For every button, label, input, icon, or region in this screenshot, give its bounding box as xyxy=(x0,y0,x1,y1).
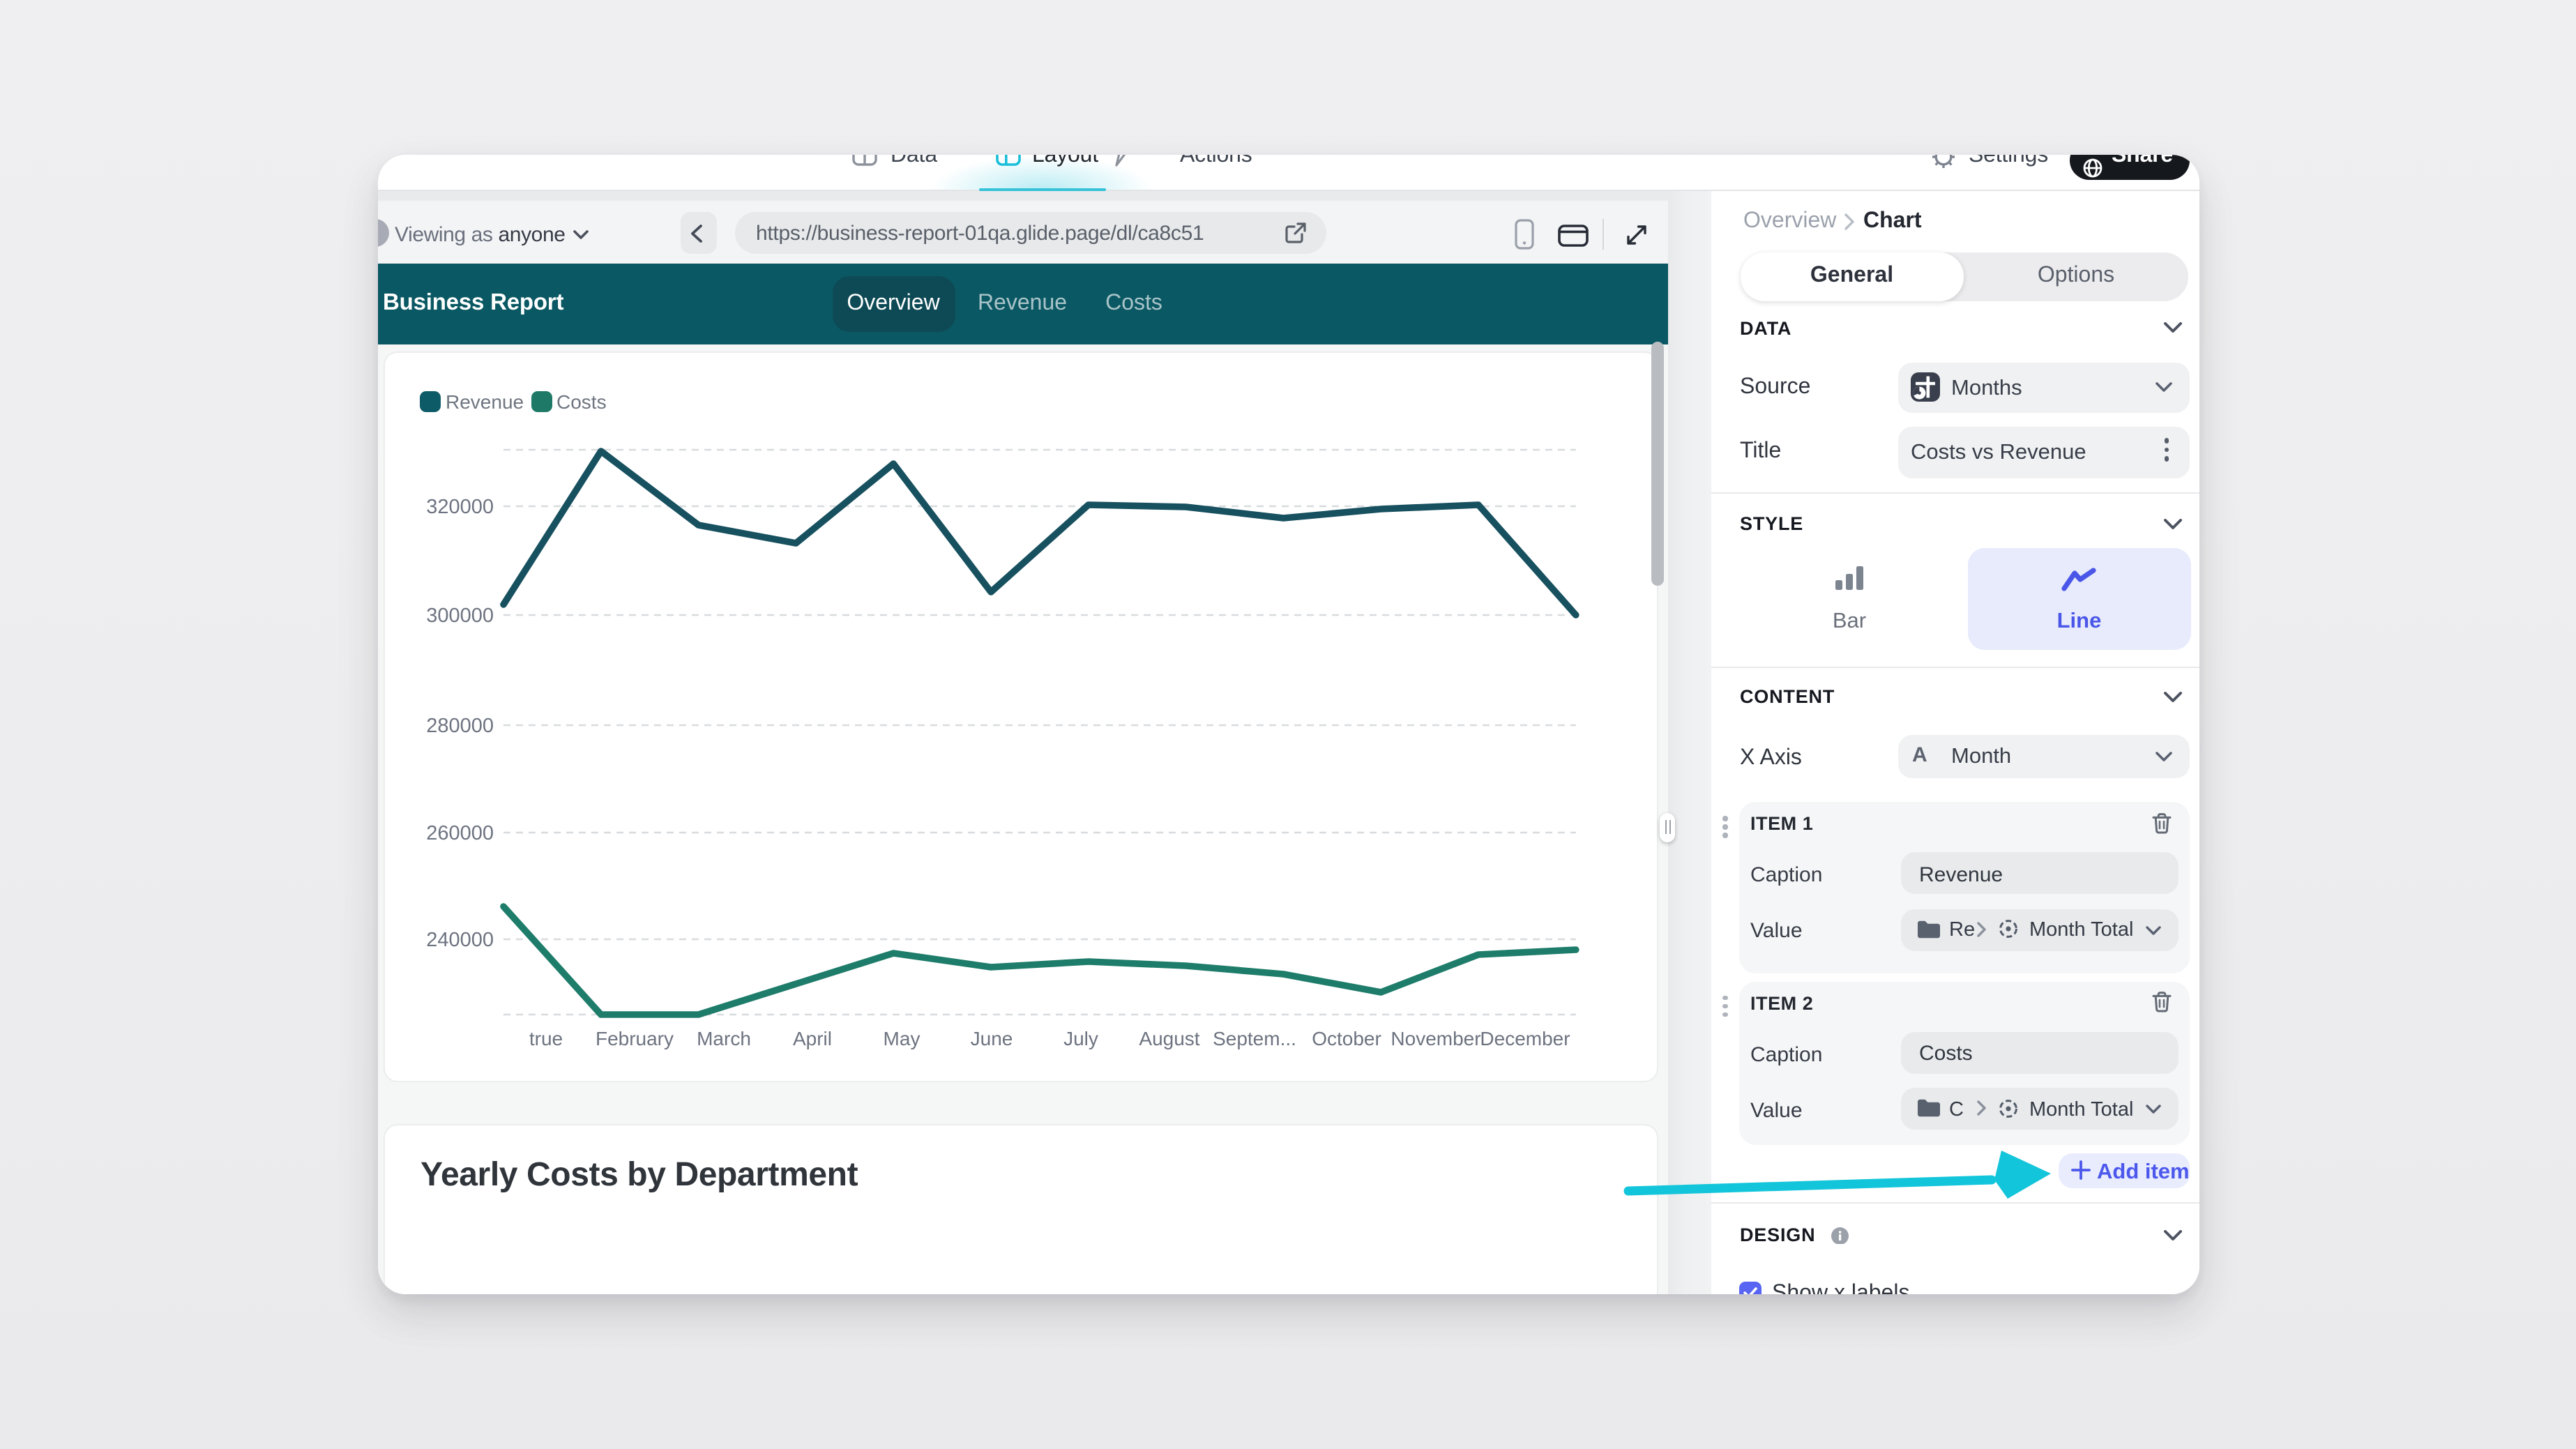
svg-text:December: December xyxy=(1479,1028,1569,1049)
svg-text:May: May xyxy=(883,1028,920,1049)
svg-text:June: June xyxy=(970,1028,1013,1049)
svg-text:280000: 280000 xyxy=(425,715,493,737)
svg-text:October: October xyxy=(1311,1028,1381,1049)
svg-text:320000: 320000 xyxy=(425,496,493,518)
svg-text:Costs: Costs xyxy=(556,391,606,413)
svg-text:300000: 300000 xyxy=(425,605,493,627)
svg-text:July: July xyxy=(1063,1028,1098,1049)
svg-text:March: March xyxy=(696,1028,750,1049)
svg-text:Septem...: Septem... xyxy=(1212,1028,1296,1049)
svg-text:true: true xyxy=(529,1028,562,1049)
svg-text:April: April xyxy=(792,1028,831,1049)
svg-text:February: February xyxy=(595,1028,673,1049)
svg-text:August: August xyxy=(1138,1028,1199,1049)
svg-text:November: November xyxy=(1390,1028,1480,1049)
svg-text:260000: 260000 xyxy=(425,822,493,844)
svg-text:Revenue: Revenue xyxy=(445,391,523,413)
svg-text:240000: 240000 xyxy=(425,929,493,951)
